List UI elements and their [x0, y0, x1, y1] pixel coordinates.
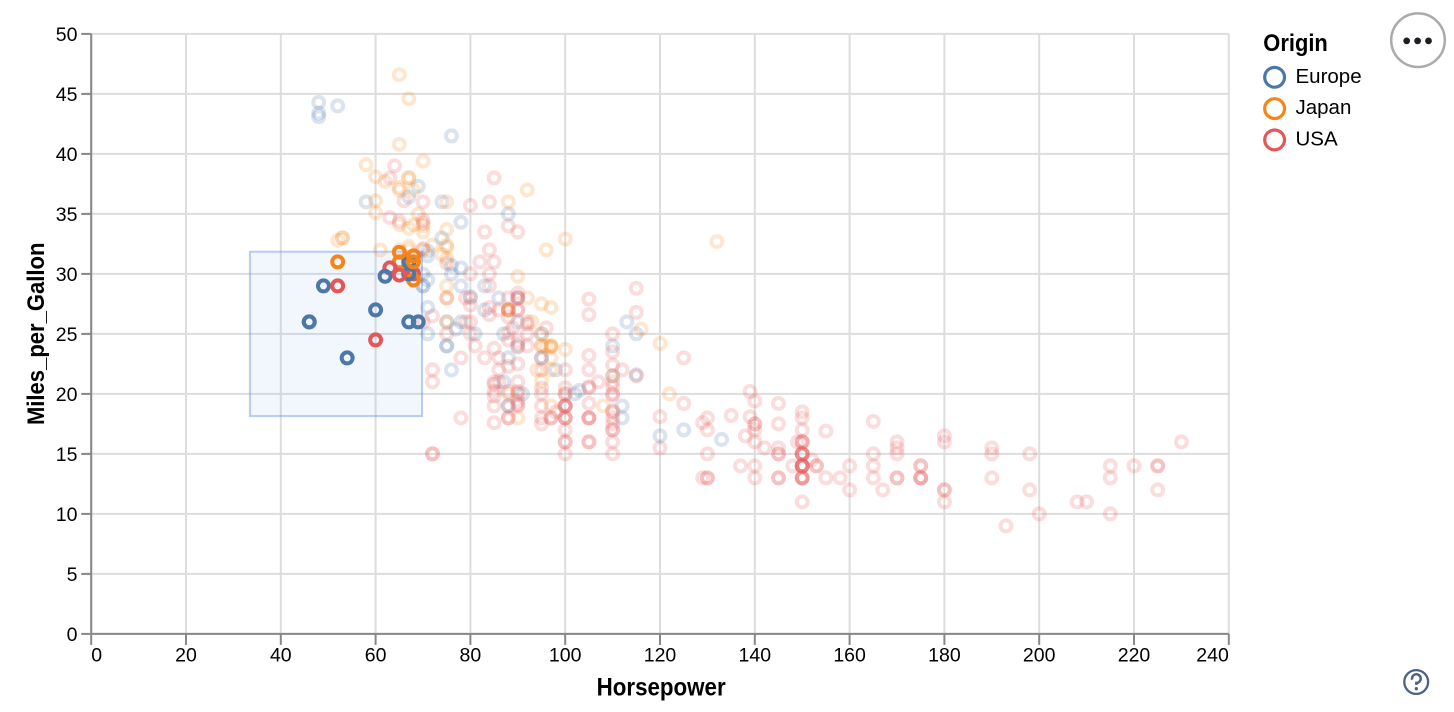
- svg-text:50: 50: [56, 24, 78, 46]
- svg-text:120: 120: [644, 645, 677, 667]
- svg-text:35: 35: [56, 204, 78, 226]
- svg-text:80: 80: [460, 645, 482, 667]
- svg-text:0: 0: [91, 645, 102, 667]
- svg-text:Europe: Europe: [1296, 65, 1362, 88]
- svg-text:180: 180: [928, 645, 961, 667]
- svg-text:20: 20: [56, 384, 78, 406]
- svg-text:25: 25: [56, 324, 78, 346]
- svg-text:0: 0: [67, 624, 78, 646]
- svg-text:200: 200: [1023, 645, 1056, 667]
- svg-text:USA: USA: [1296, 127, 1338, 150]
- svg-text:40: 40: [56, 144, 78, 166]
- svg-text:60: 60: [365, 645, 387, 667]
- svg-text:40: 40: [270, 645, 292, 667]
- svg-text:10: 10: [56, 504, 78, 526]
- svg-text:Miles_per_Gallon: Miles_per_Gallon: [23, 243, 50, 426]
- svg-text:5: 5: [67, 564, 78, 586]
- svg-text:Horsepower: Horsepower: [597, 674, 726, 702]
- svg-text:240: 240: [1196, 645, 1229, 667]
- svg-text:Origin: Origin: [1263, 30, 1328, 57]
- svg-text:100: 100: [549, 645, 582, 667]
- svg-text:45: 45: [56, 84, 78, 106]
- svg-text:30: 30: [56, 264, 78, 286]
- svg-text:20: 20: [175, 645, 197, 667]
- svg-text:Japan: Japan: [1296, 96, 1352, 119]
- svg-text:140: 140: [739, 645, 772, 667]
- svg-text:15: 15: [56, 444, 78, 466]
- svg-text:160: 160: [833, 645, 866, 667]
- svg-text:220: 220: [1118, 645, 1151, 667]
